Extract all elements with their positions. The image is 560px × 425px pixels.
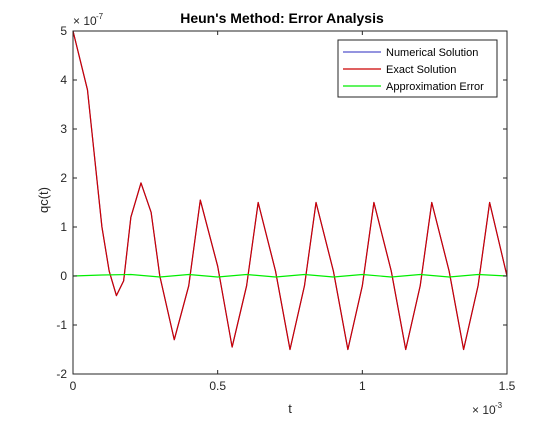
y-exponent-label: × 10 -7 (73, 12, 104, 28)
y-tick-label: -2 (56, 367, 67, 381)
y-tick-label: -1 (56, 318, 67, 332)
x-tick-label: 0 (70, 379, 77, 393)
legend: Numerical Solution Exact Solution Approx… (337, 39, 498, 98)
legend-label-numerical: Numerical Solution (386, 47, 478, 59)
legend-label-error: Approximation Error (386, 81, 484, 93)
y-tick-label: 5 (60, 24, 67, 38)
y-axis-label: qc(t) (36, 187, 51, 213)
y-exponent-power: -7 (96, 12, 104, 21)
y-ticks: -2 -1 0 1 2 3 4 5 (56, 24, 507, 381)
x-tick-label: 0.5 (209, 379, 226, 393)
x-exponent-label: × 10 -3 (472, 401, 503, 417)
x-tick-label: 1.5 (499, 379, 516, 393)
y-tick-label: 3 (60, 122, 67, 136)
y-tick-label: 1 (60, 220, 67, 234)
chart-title: Heun's Method: Error Analysis (180, 10, 384, 26)
y-exponent-base: × 10 (73, 14, 97, 28)
y-tick-label: 0 (60, 269, 67, 283)
y-tick-label: 2 (60, 171, 67, 185)
x-exponent-base: × 10 (472, 403, 496, 417)
series-layer (72, 30, 508, 351)
series-line-exact-solution (72, 30, 508, 351)
legend-label-exact: Exact Solution (386, 64, 456, 76)
x-axis-label: t (288, 401, 292, 416)
series-line-approximation-error (72, 273, 508, 278)
y-tick-label: 4 (60, 73, 67, 87)
x-ticks: 0 0.5 1 1.5 (70, 31, 516, 393)
x-exponent-power: -3 (495, 401, 503, 410)
x-tick-label: 1 (359, 379, 366, 393)
axes-box (72, 30, 508, 375)
